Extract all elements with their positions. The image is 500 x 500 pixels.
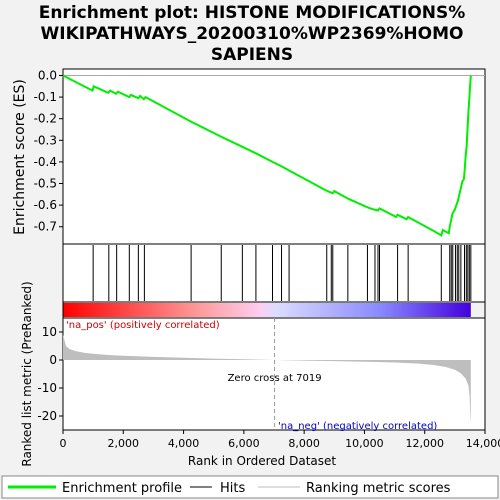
x-tick-label: 4,000 [168, 437, 200, 450]
legend-box [1, 475, 499, 499]
es-y-tick-label: -0.1 [34, 90, 57, 104]
metric-y-tick-label: 0 [49, 353, 57, 367]
zero-cross-label: Zero cross at 7019 [228, 373, 322, 384]
neg-correlated-label: 'na_neg' (negatively correlated) [278, 421, 437, 432]
pos-correlated-label: 'na_pos' (positively correlated) [66, 320, 220, 331]
hits-marks [92, 245, 472, 301]
x-tick-label: 12,000 [405, 437, 444, 450]
x-tick-label: 14,000 [466, 437, 500, 450]
ranking-color-strip [63, 303, 471, 317]
enrichment-profile-line [62, 74, 472, 237]
title-line-1: Enrichment plot: HISTONE MODIFICATIONS% [39, 3, 466, 23]
legend-profile-label: Enrichment profile [62, 481, 182, 496]
x-tick-label: 0 [60, 437, 67, 450]
metric-y-axis: 10 0 -10 -20 [37, 325, 63, 423]
es-y-tick-label: -0.6 [34, 198, 57, 212]
x-axis: 0 2,000 4,000 6,000 8,000 10,000 12,000 14,000 [60, 430, 500, 450]
es-panel [62, 68, 486, 245]
title-line-2: WIKIPATHWAYS_20200310%WP2369%HOMO [41, 24, 464, 44]
x-tick-label: 6,000 [228, 437, 260, 450]
es-y-tick-label: -0.2 [34, 112, 57, 126]
es-y-tick-label: -0.3 [34, 133, 57, 147]
x-tick-label: 2,000 [108, 437, 140, 450]
legend-hits-label: Hits [220, 481, 245, 496]
hits-panel [62, 243, 486, 303]
legend-metric-label: Ranking metric scores [306, 481, 451, 496]
title-line-3: SAPIENS [211, 45, 293, 65]
es-y-axis: 0.0 -0.1 -0.2 -0.3 -0.4 -0.5 -0.6 -0.7 [34, 68, 63, 234]
es-y-tick-label: -0.7 [34, 220, 57, 234]
x-tick-label: 8,000 [288, 437, 320, 450]
x-tick-label: 10,000 [345, 437, 384, 450]
metric-y-tick-label: -10 [37, 381, 57, 395]
metric-y-tick-label: -20 [37, 409, 57, 423]
es-y-axis-label: Enrichment score (ES) [12, 79, 28, 235]
metric-panel [62, 317, 486, 431]
metric-y-tick-label: 10 [42, 325, 57, 339]
es-y-tick-label: -0.4 [34, 155, 57, 169]
x-axis-label: Rank in Ordered Dataset [188, 454, 336, 468]
es-y-tick-label: -0.5 [34, 177, 57, 191]
metric-y-axis-label: Ranked list metric (PreRanked) [20, 281, 34, 466]
es-y-tick-label: 0.0 [38, 68, 57, 82]
